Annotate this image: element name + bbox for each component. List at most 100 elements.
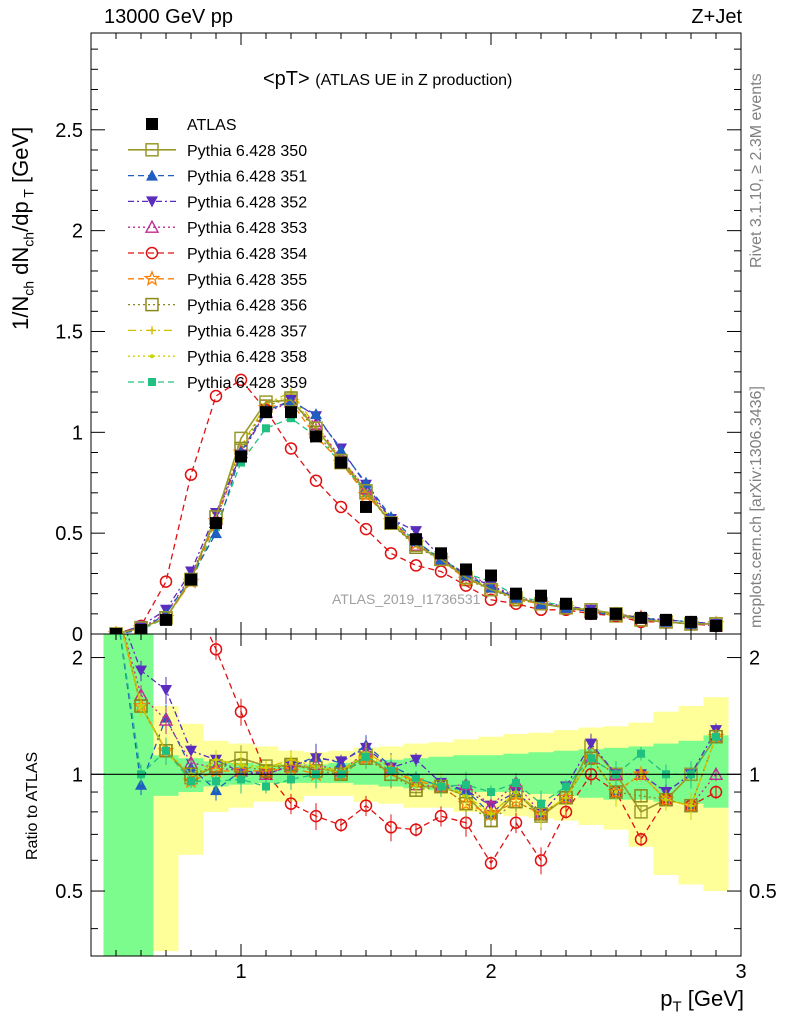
legend-marker	[148, 326, 156, 335]
ratio-point	[309, 809, 323, 823]
legend-entry-354: Pythia 6.428 354	[128, 246, 307, 263]
ratio-point	[239, 764, 243, 769]
data-point	[360, 500, 372, 513]
data-point	[510, 587, 522, 600]
legend-entry-357: Pythia 6.428 357	[128, 323, 307, 340]
ratio-point	[614, 790, 618, 795]
data-point	[262, 424, 270, 433]
ratio-series-359	[119, 634, 720, 818]
ratio-point	[509, 816, 523, 829]
data-point	[284, 393, 298, 407]
data-point	[585, 607, 597, 620]
ratio-point	[289, 760, 293, 765]
data-point	[285, 406, 297, 419]
data-point	[184, 468, 198, 481]
data-point	[335, 444, 347, 456]
data-point	[460, 563, 472, 576]
main-series	[107, 373, 725, 634]
data-point	[309, 474, 323, 487]
data-point	[484, 593, 498, 606]
legend-label: Pythia 6.428 358	[187, 349, 307, 366]
data-point	[685, 615, 697, 628]
legend-label: Pythia 6.428 353	[187, 220, 307, 237]
data-point	[359, 522, 373, 536]
legend-marker	[145, 143, 159, 157]
ratio-point	[410, 754, 422, 766]
data-point	[485, 569, 497, 582]
ratio-point	[689, 803, 693, 808]
data-point	[359, 484, 373, 498]
data-point	[560, 597, 572, 610]
x-tick-label: 2	[485, 961, 496, 983]
ratio-point	[160, 684, 172, 696]
ratio-point	[562, 782, 570, 791]
data-point	[235, 450, 247, 463]
ratio-point	[139, 703, 143, 708]
data-point	[209, 389, 223, 403]
data-point	[635, 611, 647, 624]
analysis-watermark: ATLAS_2019_I1736531	[332, 591, 481, 607]
ratio-point	[587, 754, 595, 763]
ratio-point	[634, 789, 648, 803]
ratio-point	[212, 777, 220, 786]
legend-marker	[145, 297, 159, 312]
ratio-point	[437, 782, 445, 791]
ratio-point	[462, 780, 470, 789]
legend-label: Pythia 6.428 351	[187, 169, 307, 186]
ratio-point	[262, 782, 270, 791]
ratio-point	[414, 782, 418, 787]
y-tick-label: 1	[72, 422, 83, 444]
ratio-point	[287, 775, 295, 784]
legend-marker	[146, 118, 158, 130]
data-point	[237, 458, 245, 467]
ratio-point	[234, 705, 248, 718]
data-point	[384, 547, 398, 560]
data-point	[159, 575, 173, 588]
ratio-point	[412, 773, 420, 782]
legend-label: Pythia 6.428 350	[187, 143, 307, 160]
band-inner-bin	[528, 752, 554, 794]
data-point	[410, 526, 422, 538]
legend-marker	[144, 219, 160, 233]
ratio-point	[362, 752, 370, 761]
legend-entry-atlas: ATLAS	[146, 117, 237, 134]
x-tick-label: 1	[235, 961, 246, 983]
y-tick-label: 2.5	[55, 120, 83, 142]
data-point	[210, 517, 222, 530]
data-point	[435, 547, 447, 560]
x-axis-label: pT [GeV]	[660, 986, 744, 1016]
ratio-tick-label-left: 0.5	[55, 881, 83, 903]
data-point	[310, 408, 322, 420]
y-axis-label: 1/Nch dNch/dp T [GeV]	[8, 126, 37, 330]
ratio-point	[634, 832, 648, 846]
ratio-point	[489, 811, 493, 816]
ratio-point	[214, 757, 218, 762]
legend-entry-356: Pythia 6.428 356	[128, 298, 307, 315]
data-point	[210, 527, 222, 539]
legend-entry-353: Pythia 6.428 353	[128, 219, 307, 237]
data-point	[260, 406, 272, 419]
legend-marker	[143, 270, 161, 286]
legend-label: Pythia 6.428 356	[187, 298, 307, 315]
data-point	[660, 613, 672, 626]
x-tick-label: 3	[735, 961, 746, 983]
ratio-point	[359, 799, 373, 812]
legend-marker	[150, 354, 154, 359]
ratio-tick-label-right: 1	[749, 764, 760, 786]
data-point	[385, 517, 397, 530]
legend-label: Pythia 6.428 352	[187, 194, 307, 211]
ratio-point	[135, 665, 147, 677]
y-tick-label: 2	[72, 221, 83, 243]
axes: 1 2 3 0 0.5 1 1.5 2 2.5 0.5 0.5 1 1 2 2	[55, 32, 777, 983]
ratio-point	[637, 749, 645, 758]
ratio-point	[162, 746, 170, 755]
ratio-point	[487, 788, 495, 797]
ratio-point	[559, 805, 573, 819]
ratio-point	[484, 856, 498, 870]
data-point	[234, 431, 248, 446]
header-energy-label: 13000 GeV pp	[104, 6, 233, 28]
legend-label: Pythia 6.428 355	[187, 272, 307, 289]
header-process-label: Z+Jet	[691, 6, 742, 28]
plot-title-main: <pT>	[263, 68, 310, 90]
ratio-point	[237, 775, 245, 784]
